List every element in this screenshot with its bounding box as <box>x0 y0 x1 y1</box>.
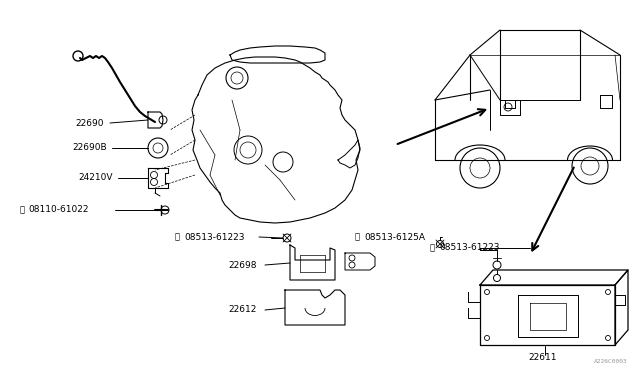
Text: 08513-61223: 08513-61223 <box>439 244 499 253</box>
Text: 08110-61022: 08110-61022 <box>28 205 88 215</box>
Text: Ⓢ: Ⓢ <box>355 232 360 241</box>
Text: 22698: 22698 <box>228 260 257 269</box>
Text: 22690B: 22690B <box>72 144 107 153</box>
Text: 22612: 22612 <box>228 305 257 314</box>
Text: 22690: 22690 <box>75 119 104 128</box>
Text: 08513-61223: 08513-61223 <box>184 232 244 241</box>
Text: 08513-6125A: 08513-6125A <box>364 232 425 241</box>
Text: Ⓢ: Ⓢ <box>175 232 180 241</box>
Text: Ⓢ: Ⓢ <box>430 244 435 253</box>
Text: 22611: 22611 <box>528 353 557 362</box>
Text: A226C0003: A226C0003 <box>595 359 628 364</box>
Text: 24210V: 24210V <box>78 173 113 183</box>
Text: Ⓢ: Ⓢ <box>20 205 25 215</box>
